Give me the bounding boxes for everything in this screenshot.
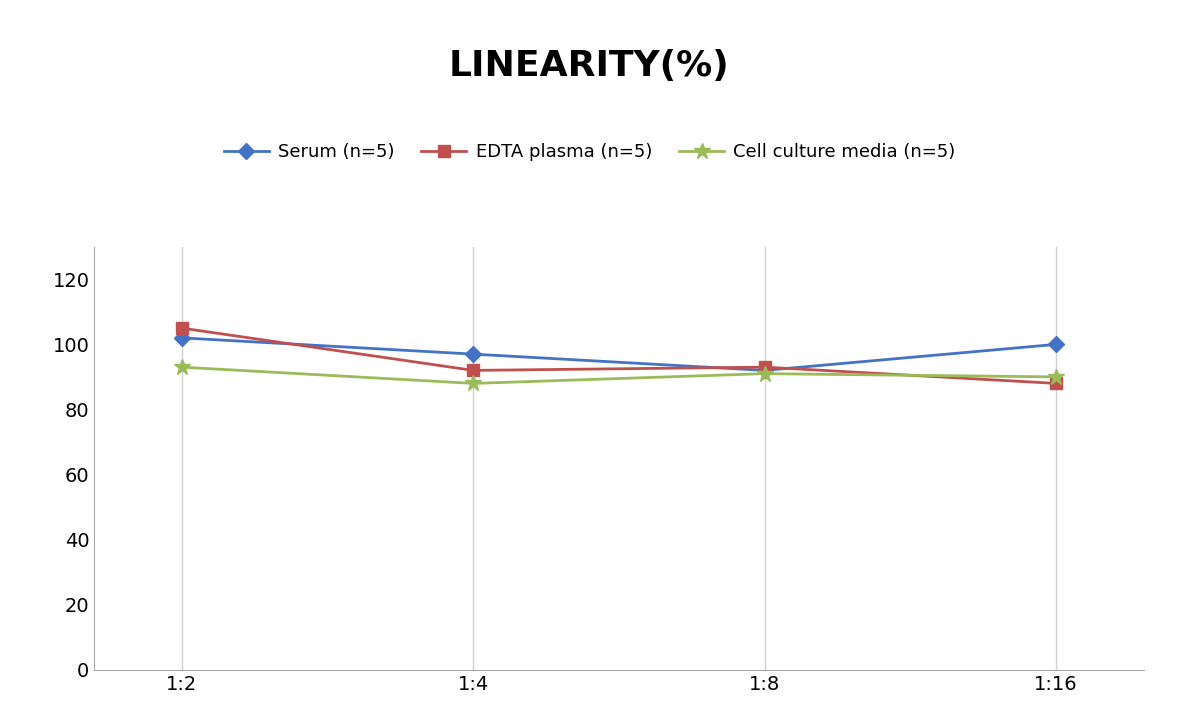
Text: LINEARITY(%): LINEARITY(%): [449, 49, 730, 83]
Legend: Serum (n=5), EDTA plasma (n=5), Cell culture media (n=5): Serum (n=5), EDTA plasma (n=5), Cell cul…: [217, 136, 962, 168]
Line: EDTA plasma (n=5): EDTA plasma (n=5): [176, 323, 1062, 389]
Cell culture media (n=5): [174, 363, 189, 372]
EDTA plasma (n=5): [1049, 379, 1063, 388]
Serum (n=5): [758, 366, 772, 374]
Line: Serum (n=5): Serum (n=5): [176, 332, 1062, 376]
EDTA plasma (n=5): [758, 363, 772, 372]
EDTA plasma (n=5): [466, 366, 480, 374]
Serum (n=5): [466, 350, 480, 358]
Cell culture media (n=5): [466, 379, 480, 388]
EDTA plasma (n=5): [174, 324, 189, 332]
Line: Cell culture media (n=5): Cell culture media (n=5): [173, 359, 1065, 392]
Cell culture media (n=5): [758, 369, 772, 378]
Serum (n=5): [174, 333, 189, 342]
Cell culture media (n=5): [1049, 373, 1063, 381]
Serum (n=5): [1049, 340, 1063, 348]
